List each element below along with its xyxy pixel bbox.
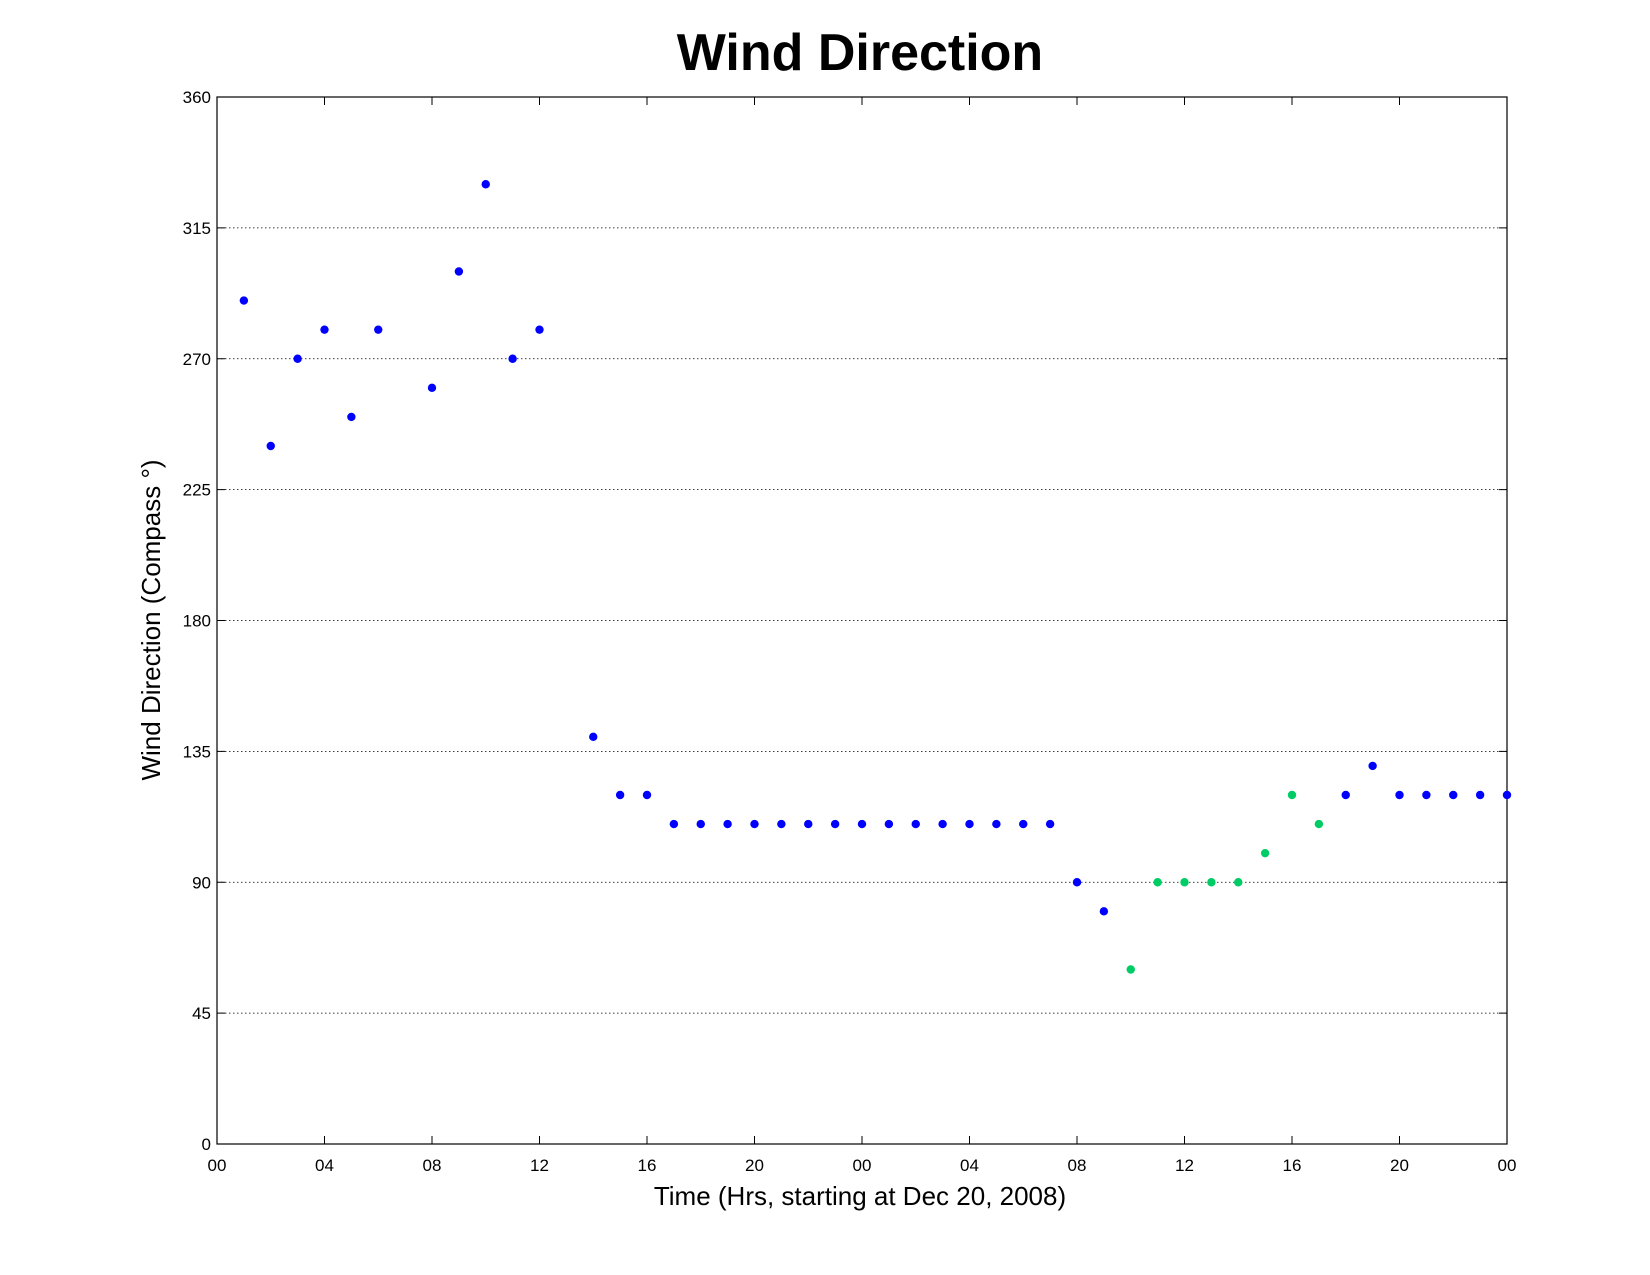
- x-tick-label: 00: [208, 1156, 227, 1175]
- data-point: [454, 267, 464, 276]
- data-point: [320, 325, 329, 334]
- data-point: [723, 819, 732, 829]
- x-tick-label: 16: [1283, 1156, 1302, 1175]
- y-tick-label: 0: [202, 1135, 211, 1154]
- data-point: [992, 819, 1001, 829]
- data-point: [535, 325, 544, 334]
- y-axis-label: Wind Direction (Compass °): [136, 459, 166, 780]
- data-point: [1126, 965, 1135, 974]
- data-point: [1314, 819, 1324, 829]
- data-point: [615, 790, 625, 800]
- data-point: [642, 790, 652, 800]
- data-point: [884, 819, 894, 829]
- data-point: [911, 819, 920, 829]
- data-point: [830, 819, 840, 829]
- x-tick-label: 20: [745, 1156, 764, 1175]
- data-point: [589, 732, 598, 742]
- data-point: [750, 819, 759, 829]
- x-tick-label: 08: [423, 1156, 442, 1175]
- x-tick-label: 12: [1175, 1156, 1194, 1175]
- y-tick-label: 225: [183, 481, 211, 500]
- chart-title: Wind Direction: [677, 24, 1043, 82]
- data-point: [1502, 790, 1512, 800]
- x-tick-label: 00: [853, 1156, 872, 1175]
- data-point: [508, 354, 517, 363]
- data-point: [777, 819, 786, 829]
- data-point: [965, 819, 974, 829]
- y-tick-label: 270: [183, 350, 211, 369]
- x-axis-label: Time (Hrs, starting at Dec 20, 2008): [654, 1181, 1066, 1211]
- data-point: [347, 412, 356, 422]
- y-tick-label: 180: [183, 612, 211, 631]
- y-tick-label: 135: [183, 742, 211, 761]
- data-point: [1045, 819, 1055, 829]
- data-point: [239, 296, 249, 305]
- grid-lines: [217, 227, 1507, 1014]
- data-point: [266, 441, 275, 451]
- data-point: [1019, 819, 1028, 829]
- data-point: [696, 819, 705, 829]
- data-point: [1099, 907, 1109, 916]
- y-tick-label: 90: [192, 873, 211, 892]
- data-point: [1368, 761, 1377, 771]
- data-point: [1207, 878, 1216, 887]
- data-point: [427, 383, 437, 393]
- x-tick-label: 12: [530, 1156, 549, 1175]
- x-tick-label: 20: [1390, 1156, 1409, 1175]
- data-point: [1072, 878, 1082, 887]
- data-point: [1341, 790, 1350, 800]
- data-point: [1260, 848, 1270, 858]
- data-point: [1234, 878, 1243, 887]
- data-point: [1422, 790, 1431, 800]
- data-points: [239, 180, 1512, 974]
- y-tick-label: 315: [183, 219, 211, 238]
- x-tick-label: 04: [315, 1156, 334, 1175]
- data-point: [1475, 790, 1485, 800]
- data-point: [938, 819, 947, 829]
- data-point: [1449, 790, 1458, 800]
- x-tick-label: 00: [1498, 1156, 1517, 1175]
- data-point: [1395, 790, 1404, 800]
- data-point: [857, 819, 867, 829]
- y-tick-label: 45: [192, 1004, 211, 1023]
- y-tick-label: 360: [183, 88, 211, 107]
- x-tick-label: 16: [638, 1156, 657, 1175]
- data-point: [374, 325, 383, 334]
- data-point: [1153, 878, 1162, 887]
- axis-ticks: 0 45 90 135 180 225 270 315 360 00 04 08 12 16 20 00 04 0…: [183, 88, 1517, 1175]
- data-point: [1180, 878, 1189, 887]
- x-tick-label: 04: [960, 1156, 979, 1175]
- data-point: [1287, 790, 1297, 800]
- data-point: [481, 180, 490, 189]
- data-point: [804, 819, 813, 829]
- data-point: [669, 819, 679, 829]
- data-point: [293, 354, 302, 363]
- x-tick-label: 08: [1068, 1156, 1087, 1175]
